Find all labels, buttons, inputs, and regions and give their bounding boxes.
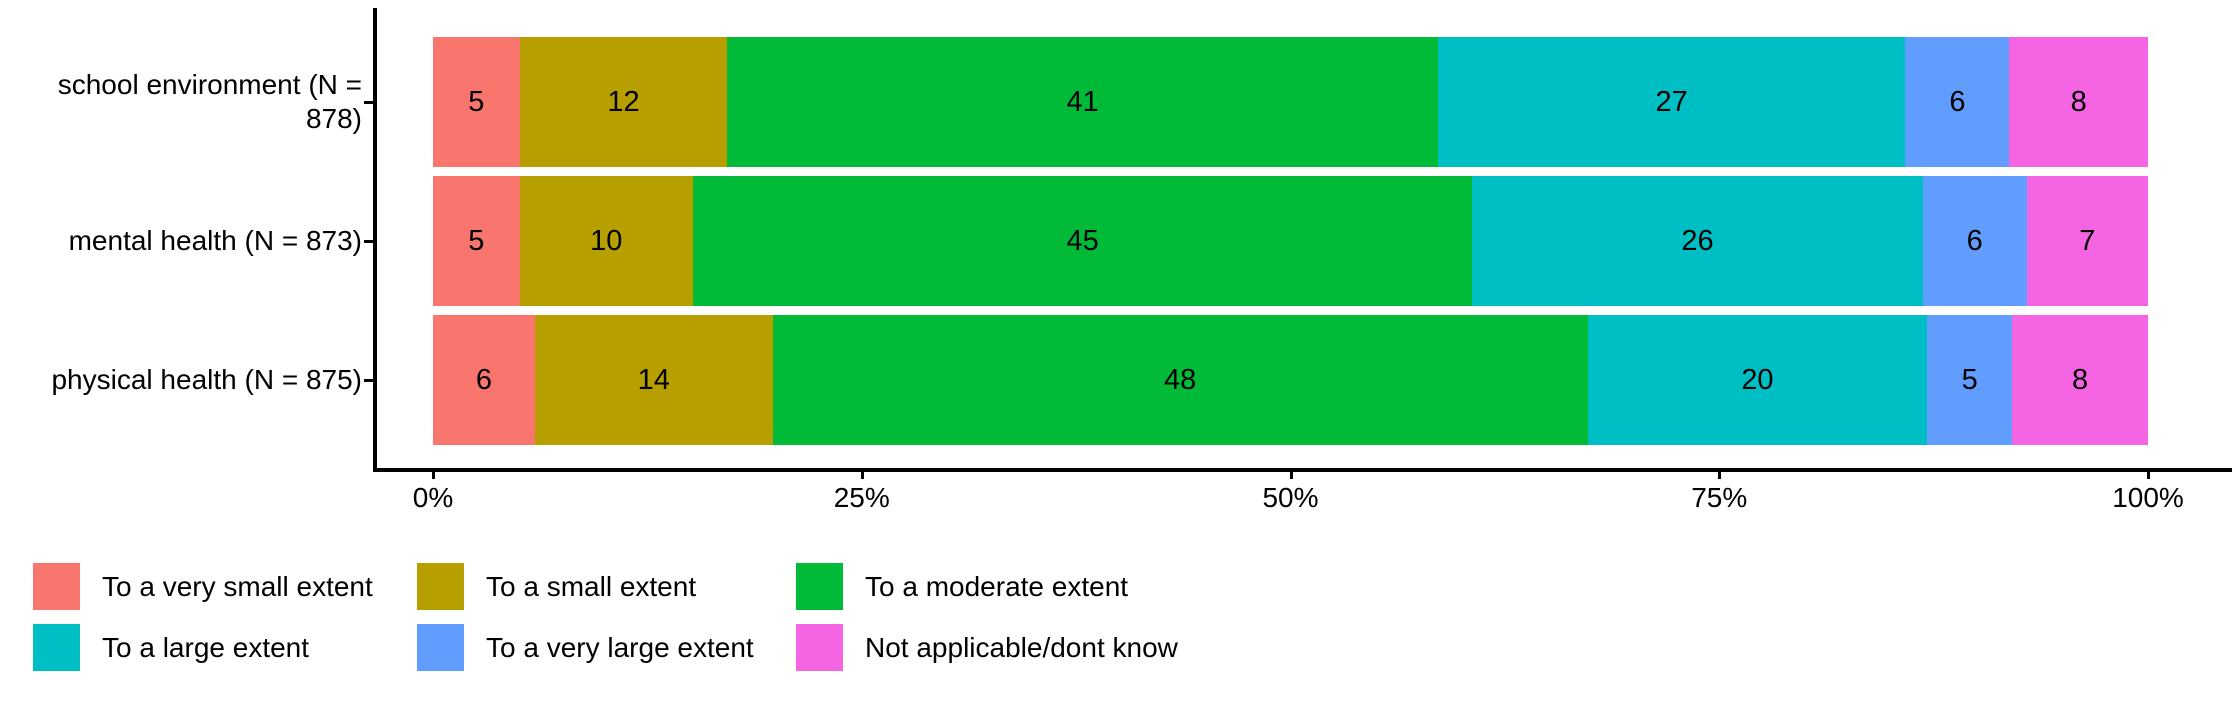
- bar-value-label: 6: [1949, 85, 1966, 118]
- y-axis-label-line: 878): [305, 103, 362, 134]
- legend-label: To a small extent: [486, 571, 697, 602]
- y-axis-label-line: mental health (N = 873): [68, 225, 362, 256]
- x-axis-tick: [860, 470, 864, 479]
- bar-segment: 8: [2009, 37, 2148, 167]
- x-axis-tick: [1289, 470, 1293, 479]
- plot-panel: [373, 8, 2232, 472]
- x-axis-tick-label: 0%: [412, 482, 454, 513]
- bar-value-label: 5: [1961, 363, 1978, 396]
- legend-swatch: [796, 563, 843, 610]
- bar-value-label: 10: [590, 224, 623, 257]
- bar-segment: 5: [1927, 315, 2013, 445]
- x-axis-tick: [432, 470, 435, 479]
- y-axis-tick: [364, 101, 373, 104]
- legend-item: To a very small extent: [33, 563, 373, 610]
- legend-swatch: [796, 624, 843, 671]
- bar-segment: 27: [1437, 37, 1906, 167]
- x-axis-tick-label: 50%: [1262, 482, 1319, 513]
- bar-row: 5 12 41 27 6 8: [433, 37, 2148, 167]
- legend-swatch: [417, 624, 464, 671]
- bar-value-label: 14: [637, 363, 670, 396]
- x-axis-tick-label: 25%: [833, 482, 890, 513]
- bar-segment: 5: [433, 37, 520, 167]
- y-axis-label: mental health (N = 873): [0, 224, 362, 258]
- bar-value-label: 20: [1741, 363, 1774, 396]
- bar-segment: 7: [2026, 176, 2148, 306]
- bar-value-label: 7: [2079, 224, 2096, 257]
- bar-value-label: 41: [1066, 85, 1099, 118]
- bar-value-label: 6: [475, 363, 492, 396]
- bar-segment: 6: [1922, 176, 2027, 306]
- bar-segment: 26: [1472, 176, 1923, 306]
- bar-value-label: 5: [468, 85, 485, 118]
- bar-segment: 10: [519, 176, 693, 306]
- legend-label: Not applicable/dont know: [865, 632, 1178, 663]
- bar-row: 5 10 45 26 6 7: [433, 176, 2148, 306]
- legend-item: To a large extent: [33, 624, 309, 671]
- legend-swatch: [33, 624, 80, 671]
- bar-value-label: 12: [607, 85, 640, 118]
- legend-label: To a moderate extent: [865, 571, 1129, 602]
- bar-value-label: 5: [468, 224, 485, 257]
- bar-value-label: 26: [1681, 224, 1714, 257]
- legend-swatch: [417, 563, 464, 610]
- legend-item: To a small extent: [417, 563, 696, 610]
- bar-value-label: 6: [1966, 224, 1983, 257]
- legend-item: To a moderate extent: [796, 563, 1128, 610]
- bar-segment: 45: [692, 176, 1473, 306]
- legend-item: To a very large extent: [417, 624, 754, 671]
- bar-value-label: 8: [2071, 363, 2089, 396]
- legend-item: Not applicable/dont know: [796, 624, 1178, 671]
- legend-label: To a very large extent: [486, 632, 754, 663]
- bar-value-label: 48: [1163, 363, 1197, 396]
- bar-segment: 5: [433, 176, 520, 306]
- x-axis-tick: [2147, 470, 2150, 479]
- legend-swatch: [33, 563, 80, 610]
- x-axis-tick-label: 75%: [1691, 482, 1748, 513]
- y-axis-label: physical health (N = 875): [0, 363, 362, 397]
- y-axis-tick: [364, 240, 373, 243]
- y-axis-label-line: school environment (N =: [57, 69, 362, 100]
- bar-value-label: 8: [2070, 85, 2087, 118]
- bar-segment: 8: [2012, 315, 2148, 445]
- bar-segment: 14: [534, 315, 773, 445]
- bar-segment: 6: [1905, 37, 2010, 167]
- x-axis-tick-label: 100%: [2112, 482, 2184, 513]
- legend-label: To a large extent: [102, 632, 310, 663]
- y-axis-label-line: physical health (N = 875): [51, 364, 362, 395]
- bar-row: 6 14 48 20 5 8: [433, 315, 2148, 445]
- y-axis-tick: [364, 379, 373, 382]
- bar-segment: 48: [772, 315, 1588, 445]
- bar-segment: 41: [727, 37, 1438, 167]
- y-axis-label: school environment (N = 878): [0, 68, 362, 136]
- bar-value-label: 27: [1655, 85, 1688, 118]
- bar-segment: 12: [519, 37, 728, 167]
- bar-value-label: 45: [1066, 224, 1099, 257]
- bar-segment: 6: [433, 315, 535, 445]
- bar-segment: 20: [1587, 315, 1928, 445]
- legend-label: To a very small extent: [102, 571, 373, 602]
- x-axis-tick: [1718, 470, 1722, 479]
